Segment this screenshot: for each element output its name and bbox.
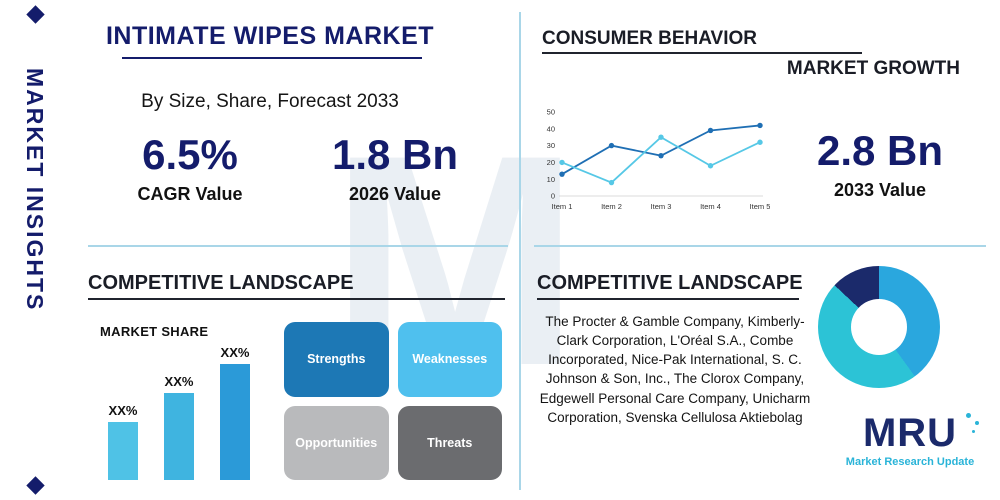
value-2033-stat: 2.8 Bn 2033 Value xyxy=(790,130,970,201)
logo-text: MRU xyxy=(862,411,958,455)
cagr-label: CAGR Value xyxy=(137,184,243,204)
diamond-ornament-top xyxy=(26,5,45,24)
vertical-title: MARKET INSIGHTS xyxy=(22,68,48,312)
value-2026-label: 2026 Value xyxy=(348,184,442,204)
svg-text:0: 0 xyxy=(551,192,555,201)
consumer-behavior-underline xyxy=(542,52,862,54)
vertical-divider xyxy=(519,12,521,490)
market-share-label: MARKET SHARE xyxy=(100,324,209,339)
bar-group: XX% xyxy=(212,345,258,480)
svg-text:Item 2: Item 2 xyxy=(601,202,622,211)
competitive-landscape-left-underline xyxy=(88,298,505,300)
swot-threats: Threats xyxy=(397,405,502,480)
competitive-landscape-left-heading: COMPETITIVE LANDSCAPE xyxy=(88,272,354,294)
logo-dot-icon xyxy=(975,421,979,425)
title-underline xyxy=(122,57,422,59)
bar-group: XX% xyxy=(156,374,202,480)
svg-text:Item 1: Item 1 xyxy=(552,202,573,211)
swot-grid: Strengths Weaknesses Opportunities Threats xyxy=(284,322,502,480)
svg-text:30: 30 xyxy=(547,141,555,150)
value-2026: 1.8 Bn xyxy=(331,131,459,178)
svg-text:Item 4: Item 4 xyxy=(700,202,721,211)
competitive-landscape-right-heading: COMPETITIVE LANDSCAPE xyxy=(537,272,803,294)
swot-weaknesses: Weaknesses xyxy=(397,322,502,397)
bar-value-label: XX% xyxy=(108,403,138,418)
companies-list: The Procter & Gamble Company, Kimberly-C… xyxy=(539,314,811,425)
bar xyxy=(220,364,250,480)
diamond-ornament-bottom xyxy=(26,476,45,495)
bar-value-label: XX% xyxy=(164,374,194,389)
page-title: INTIMATE WIPES MARKET xyxy=(105,22,435,50)
logo-dot-icon xyxy=(972,430,975,433)
svg-text:Item 5: Item 5 xyxy=(750,202,770,211)
swot-opportunities: Opportunities xyxy=(284,405,389,480)
svg-text:Item 3: Item 3 xyxy=(651,202,672,211)
svg-text:20: 20 xyxy=(547,158,555,167)
horizontal-divider-left xyxy=(88,245,508,247)
market-share-bar-chart: XX% XX% XX% xyxy=(100,345,258,480)
donut-hole xyxy=(851,299,907,355)
swot-strengths: Strengths xyxy=(284,322,389,397)
market-growth-line-chart: 0 10 20 30 40 50 Item 1 Item 2 Item 3 Item 4 Item … xyxy=(547,108,770,211)
cagr-value: 6.5% xyxy=(142,131,238,178)
logo-dot-icon xyxy=(966,413,971,418)
bar-value-label: XX% xyxy=(220,345,250,360)
horizontal-divider-right xyxy=(534,245,986,247)
cagr-stat: 6.5% CAGR Value xyxy=(95,134,285,205)
value-2033-label: 2033 Value xyxy=(833,180,927,200)
page-subtitle: By Size, Share, Forecast 2033 xyxy=(141,91,399,112)
mru-logo: MRU Market Research Update xyxy=(835,413,985,468)
value-2033: 2.8 Bn xyxy=(816,127,944,174)
value-2026-stat: 1.8 Bn 2026 Value xyxy=(300,134,490,205)
competitive-landscape-right-underline xyxy=(537,298,799,300)
svg-text:40: 40 xyxy=(547,124,555,133)
market-share-donut-chart xyxy=(818,266,940,388)
svg-text:10: 10 xyxy=(547,175,555,184)
svg-text:50: 50 xyxy=(547,108,555,117)
market-growth-heading: MARKET GROWTH xyxy=(786,58,960,79)
logo-subtext: Market Research Update xyxy=(845,456,975,468)
consumer-behavior-heading: CONSUMER BEHAVIOR xyxy=(542,28,757,49)
bar-group: XX% xyxy=(100,403,146,480)
bar xyxy=(164,393,194,480)
bar xyxy=(108,422,138,480)
